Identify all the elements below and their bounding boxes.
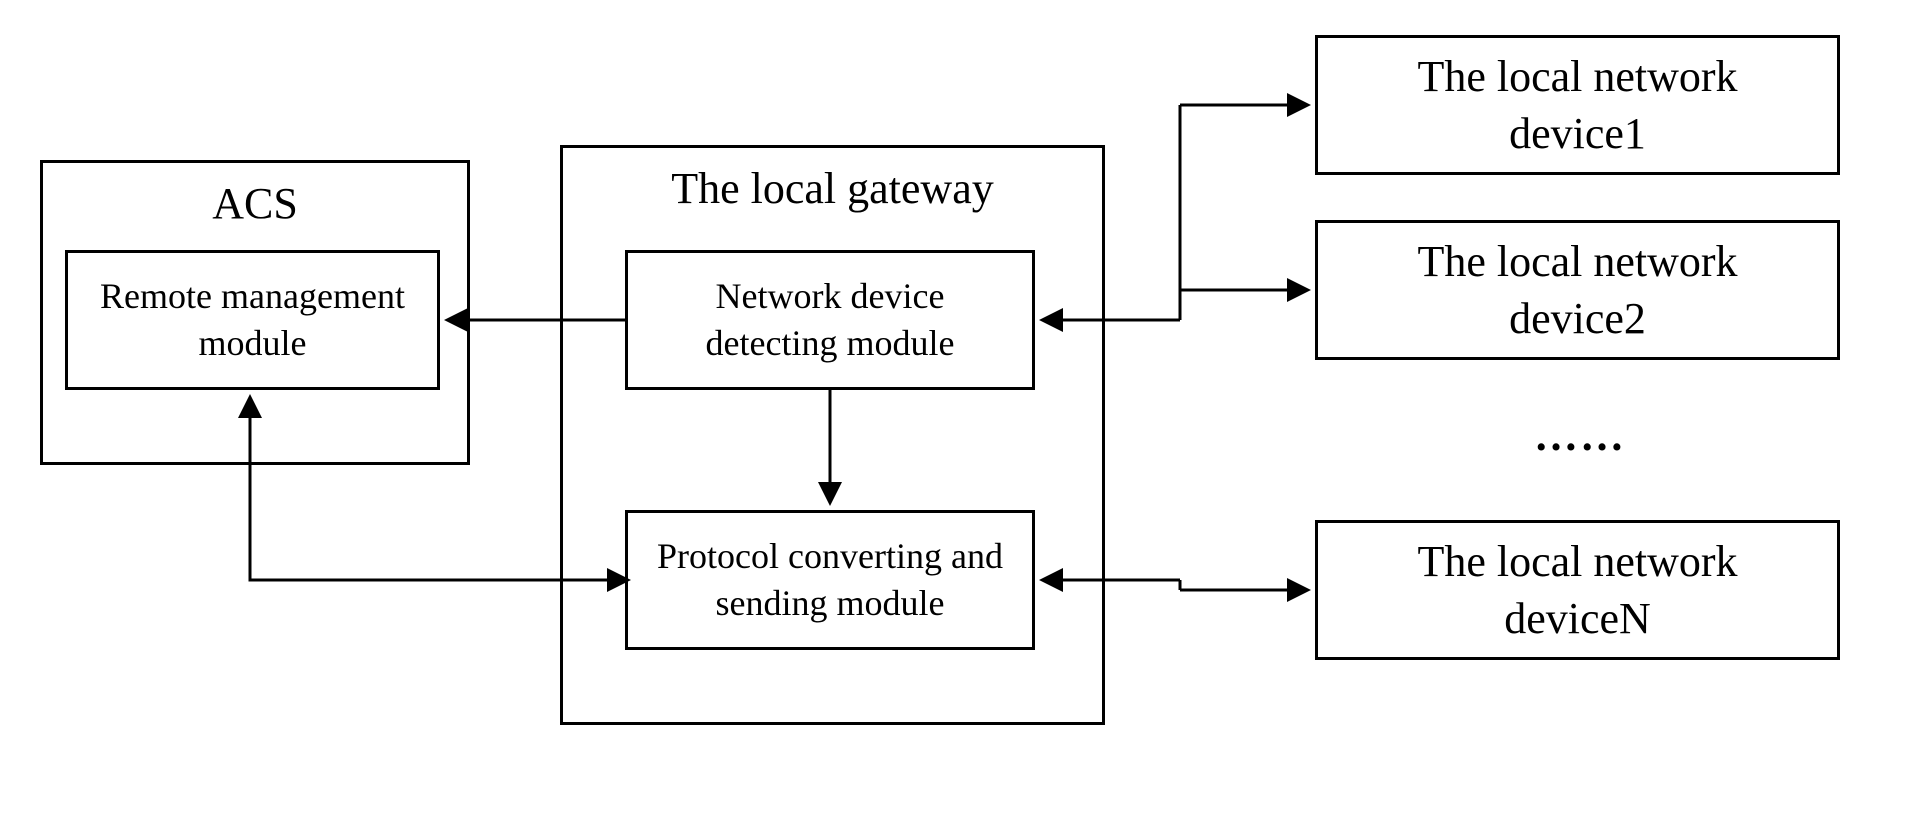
protocol-box: Protocol converting and sending module: [625, 510, 1035, 650]
diagram-container: ACS Remote management module The local g…: [0, 0, 1925, 813]
deviceN-label: The local network deviceN: [1348, 533, 1807, 647]
protocol-label: Protocol converting and sending module: [638, 533, 1022, 627]
detect-box: Network device detecting module: [625, 250, 1035, 390]
device1-box: The local network device1: [1315, 35, 1840, 175]
deviceN-box: The local network deviceN: [1315, 520, 1840, 660]
acs-title: ACS: [43, 178, 467, 229]
device1-label: The local network device1: [1348, 48, 1807, 162]
detect-label: Network device detecting module: [648, 273, 1012, 367]
ellipsis: ……: [1480, 410, 1680, 461]
device2-box: The local network device2: [1315, 220, 1840, 360]
remote-mgmt-label: Remote management module: [68, 273, 437, 367]
gateway-title: The local gateway: [563, 163, 1102, 214]
remote-mgmt-box: Remote management module: [65, 250, 440, 390]
device2-label: The local network device2: [1348, 233, 1807, 347]
